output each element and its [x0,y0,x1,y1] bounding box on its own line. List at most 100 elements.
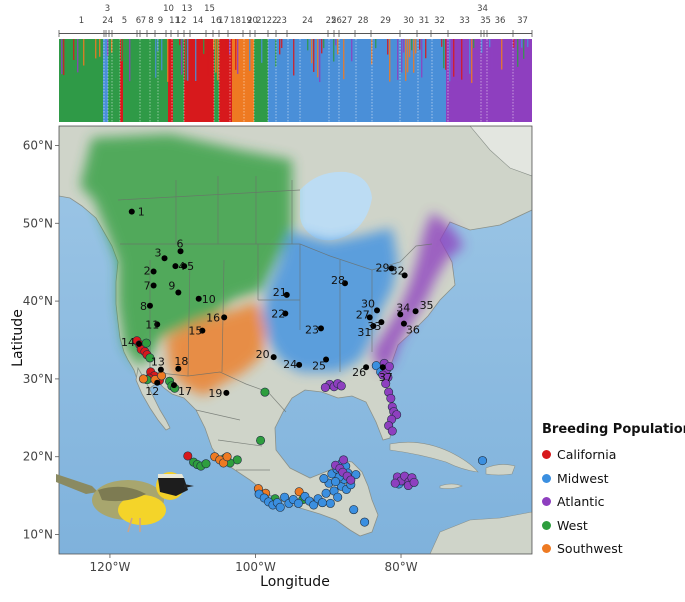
winter-sample-midwest [317,498,327,508]
breeding-site-18 [175,365,182,372]
winter-sample-atlantic [387,426,397,436]
structure-admixture [73,39,75,60]
structure-site-label: 35 [480,16,491,26]
structure-admixture [335,39,337,46]
breeding-site-13 [157,366,164,373]
structure-segment [108,39,120,122]
structure-admixture [501,39,503,70]
structure-segment [268,39,446,122]
winter-sample-west [260,387,270,397]
structure-segment [254,39,268,122]
structure-site-label: 20 [247,16,258,26]
breeding-site-label: 30 [361,297,375,310]
structure-admixture [181,39,183,75]
structure-admixture [411,39,413,51]
structure-segment [103,39,108,122]
structure-admixture [161,39,163,71]
breeding-site-label: 8 [140,300,147,313]
structure-admixture [225,39,227,55]
structure-admixture [415,39,417,54]
winter-sample-atlantic [320,382,330,392]
lat-tick-label: 20°N [23,450,53,464]
breeding-site-label: 11 [145,318,159,331]
breeding-site-label: 31 [357,326,371,339]
structure-site-label: 4 [108,16,113,26]
structure-admixture [191,39,193,82]
structure-admixture [301,39,303,49]
structure-site-label: 12 [176,16,187,26]
winter-sample-midwest [333,492,343,502]
breeding-site-label: 34 [396,301,410,314]
breeding-site-label: 32 [391,264,405,277]
breeding-site-label: 16 [206,311,220,324]
x-axis-title: Longitude [260,574,330,590]
breeding-site-label: 6 [177,237,184,250]
breeding-site-label: 12 [145,385,159,398]
structure-site-label: 33 [459,16,470,26]
breeding-site-label: 2 [144,265,151,278]
structure-admixture [481,39,483,53]
breeding-site-15 [199,327,206,334]
structure-site-label: 14 [193,16,204,26]
structure-bars [59,39,532,122]
structure-admixture [333,39,335,62]
structure-admixture [177,39,179,46]
winter-sample-midwest [360,517,370,527]
breeding-site-label: 3 [155,246,162,259]
winter-sample-midwest [325,498,335,508]
winter-sample-midwest [331,477,341,487]
structure-admixture [113,39,115,60]
structure-admixture [275,39,277,67]
breeding-site-25 [323,356,330,363]
structure-admixture [293,39,295,76]
structure-admixture [215,39,217,73]
structure-segment [173,39,184,122]
structure-admixture [185,39,187,81]
structure-admixture [473,39,475,49]
breeding-site-32 [401,272,408,279]
breeding-site-label: 7 [144,280,151,293]
structure-admixture [397,39,399,80]
winter-sample-midwest [321,488,331,498]
jamaica-island [439,483,463,489]
structure-admixture [517,39,519,67]
structure-site-label: 5 [122,16,127,26]
legend-label-california: California [557,447,617,463]
structure-site-label: 9 [158,16,163,26]
mexico-state-lines [195,409,270,471]
structure-admixture [443,39,445,69]
breeding-site-7 [150,282,157,289]
structure-site-label: 19 [241,16,252,26]
structure-admixture [261,39,263,63]
structure-admixture [337,39,339,55]
breeding-site-4 [172,263,179,270]
structure-admixture [513,39,515,48]
legend-label-west: West [557,517,588,533]
structure-admixture [179,39,181,46]
breeding-site-label: 23 [305,323,319,336]
breeding-site-29 [388,265,395,272]
structure-site-label: 27 [342,16,353,26]
structure-segment [184,39,214,122]
structure-admixture [471,39,473,83]
winter-sample-atlantic [386,393,396,403]
breeding-site-label: 9 [168,280,175,293]
latitude-ticks: 60°N 50°N 40°N 30°N 20°N 10°N [23,138,59,542]
structure-admixture [489,39,491,48]
structure-admixture [441,39,443,47]
winter-sample-midwest [319,474,329,484]
south-america-land [429,511,532,554]
structure-site-label: 37 [517,16,528,26]
breeding-site-label: 19 [208,387,222,400]
structure-admixture [449,39,451,82]
winter-sample-midwest [349,505,359,515]
lat-tick-label: 10°N [23,528,53,542]
structure-site-label: 13 [182,4,193,14]
winter-sample-midwest [309,500,319,510]
breeding-site-label: 37 [379,371,393,384]
structure-admixture [523,39,525,59]
breeding-site-label: 15 [188,325,202,338]
breeding-site-33 [378,319,385,326]
structure-site-label: 2 [102,16,107,26]
breeding-site-23 [317,325,324,332]
